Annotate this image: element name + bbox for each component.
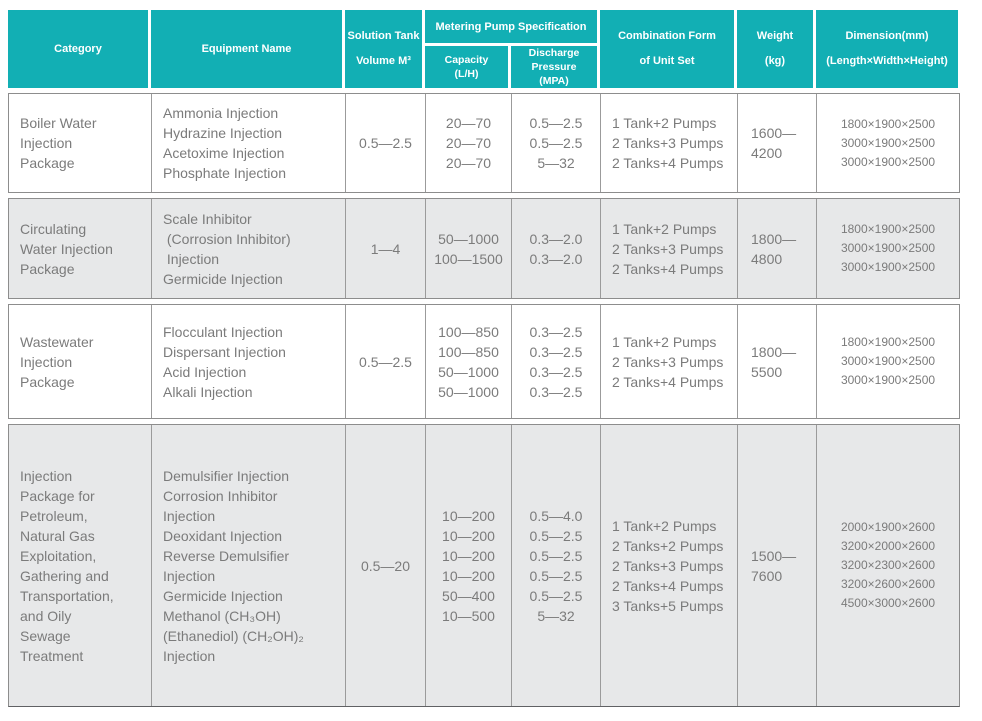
header-combination-form: Combination Form of Unit Set [600, 10, 737, 88]
combination-cell: 1 Tank+2 Pumps 2 Tanks+3 Pumps 2 Tanks+4 P… [601, 305, 738, 418]
weight-cell: 1800— 4800 [738, 199, 817, 298]
table-row-petroleum-sewage: Injection Package for Petroleum, Natural… [8, 424, 960, 707]
table-row-wastewater: Wastewater Injection Package Flocculant … [8, 304, 960, 419]
discharge-pressure-cell: 0.5—4.0 0.5—2.5 0.5—2.5 0.5—2.5 0.5—2.5 5—32 [512, 425, 601, 706]
weight-cell: 1800— 5500 [738, 305, 817, 418]
tank-volume-cell: 0.5—2.5 [346, 94, 426, 192]
combination-cell: 1 Tank+2 Pumps 2 Tanks+2 Pumps 2 Tanks+3 P… [601, 425, 738, 706]
header-metering-pump-group: Metering Pump Specification Capacity (L/… [425, 10, 600, 88]
capacity-cell: 20—70 20—70 20—70 [426, 94, 512, 192]
table-header: Category Equipment Name Solution Tank Vo… [8, 10, 960, 88]
equipment-cell: Flocculant Injection Dispersant Injection… [152, 305, 346, 418]
equipment-cell: Ammonia Injection Hydrazine Injection Acet… [152, 94, 346, 192]
table-row-boiler-water: Boiler Water Injection Package Ammonia I… [8, 93, 960, 193]
capacity-cell: 50—1000 100—1500 [426, 199, 512, 298]
equipment-cell: Demulsifier Injection Corrosion Inhibitor… [152, 425, 346, 706]
combination-cell: 1 Tank+2 Pumps 2 Tanks+3 Pumps 2 Tanks+4 P… [601, 199, 738, 298]
discharge-pressure-cell: 0.3—2.0 0.3—2.0 [512, 199, 601, 298]
header-weight: Weight (kg) [737, 10, 816, 88]
header-metering-pump-spec: Metering Pump Specification [425, 10, 597, 46]
combination-cell: 1 Tank+2 Pumps 2 Tanks+3 Pumps 2 Tanks+4 P… [601, 94, 738, 192]
tank-volume-cell: 0.5—20 [346, 425, 426, 706]
header-metering-subcolumns: Capacity (L/H) Discharge Pressure (MPA) [425, 46, 597, 88]
capacity-cell: 100—850 100—850 50—1000 50—1000 [426, 305, 512, 418]
equipment-cell: Scale Inhibitor (Corrosion Inhibitor) In… [152, 199, 346, 298]
dimension-cell: 1800×1900×2500 3000×1900×2500 3000×1900×25… [840, 222, 936, 274]
dimension-cell: 2000×1900×2600 3200×2000×2600 3200×2300×26… [840, 520, 936, 610]
category-cell: Injection Package for Petroleum, Natural… [9, 425, 152, 706]
table-row-circulating-water: Circulating Water Injection Package Scal… [8, 198, 960, 299]
dimension-cell: 1800×1900×2500 3000×1900×2500 3000×1900×25… [840, 335, 936, 387]
equipment-spec-table: Category Equipment Name Solution Tank Vo… [8, 10, 960, 707]
weight-cell: 1600— 4200 [738, 94, 817, 192]
capacity-cell: 10—200 10—200 10—200 10—200 50—400 10—500 [426, 425, 512, 706]
weight-cell: 1500— 7600 [738, 425, 817, 706]
header-category: Category [8, 10, 151, 88]
category-cell: Circulating Water Injection Package [9, 199, 152, 298]
discharge-pressure-cell: 0.5—2.5 0.5—2.5 5—32 [512, 94, 601, 192]
header-dimension: Dimension(mm) (Length×Width×Height) [816, 10, 958, 88]
dimension-cell: 1800×1900×2500 3000×1900×2500 3000×1900×25… [840, 116, 936, 169]
header-solution-tank-volume: Solution Tank Volume M³ [345, 10, 425, 88]
discharge-pressure-cell: 0.3—2.5 0.3—2.5 0.3—2.5 0.3—2.5 [512, 305, 601, 418]
category-cell: Wastewater Injection Package [9, 305, 152, 418]
header-equipment-name: Equipment Name [151, 10, 345, 88]
header-discharge-pressure: Discharge Pressure (MPA) [511, 46, 597, 88]
tank-volume-cell: 1—4 [346, 199, 426, 298]
header-capacity: Capacity (L/H) [425, 46, 511, 88]
tank-volume-cell: 0.5—2.5 [346, 305, 426, 418]
category-cell: Boiler Water Injection Package [9, 94, 152, 192]
